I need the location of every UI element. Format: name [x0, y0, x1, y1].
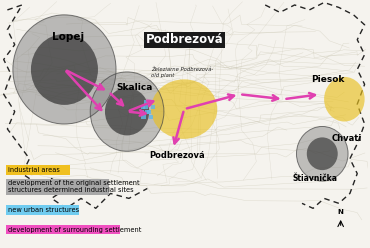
Text: new urban structures: new urban structures — [9, 207, 80, 213]
Ellipse shape — [31, 34, 98, 105]
Text: Štiavnička: Štiavnička — [292, 174, 337, 183]
Bar — [147, 110, 151, 114]
Text: industrial areas: industrial areas — [9, 167, 60, 173]
Bar — [145, 110, 149, 114]
Bar — [144, 100, 149, 104]
Bar — [141, 105, 145, 109]
Text: Podbrezová: Podbrezová — [145, 33, 223, 46]
FancyBboxPatch shape — [6, 205, 79, 215]
Ellipse shape — [151, 79, 217, 139]
Text: Železiarne Podbrezová-
old plant: Železiarne Podbrezová- old plant — [151, 67, 213, 78]
Text: Skalica: Skalica — [116, 83, 152, 92]
Bar — [143, 105, 148, 109]
Ellipse shape — [13, 15, 116, 124]
FancyBboxPatch shape — [6, 179, 109, 195]
Ellipse shape — [296, 126, 348, 181]
Text: development of surrounding settlement: development of surrounding settlement — [9, 227, 142, 233]
Text: N: N — [338, 209, 344, 215]
Text: development of the original settlement
structures determined industrial sites: development of the original settlement s… — [9, 180, 140, 193]
Bar — [141, 115, 146, 119]
Text: Lopej: Lopej — [52, 32, 84, 42]
FancyBboxPatch shape — [6, 165, 70, 175]
Bar — [139, 110, 144, 114]
Ellipse shape — [324, 77, 364, 122]
Text: Chvati: Chvati — [332, 134, 362, 143]
Ellipse shape — [90, 72, 164, 151]
Bar — [151, 105, 155, 109]
Ellipse shape — [307, 137, 338, 170]
Ellipse shape — [105, 88, 149, 135]
Text: Podbrezová: Podbrezová — [149, 151, 205, 159]
FancyBboxPatch shape — [6, 225, 120, 234]
Bar — [149, 115, 153, 119]
Text: Piesok: Piesok — [311, 75, 344, 84]
